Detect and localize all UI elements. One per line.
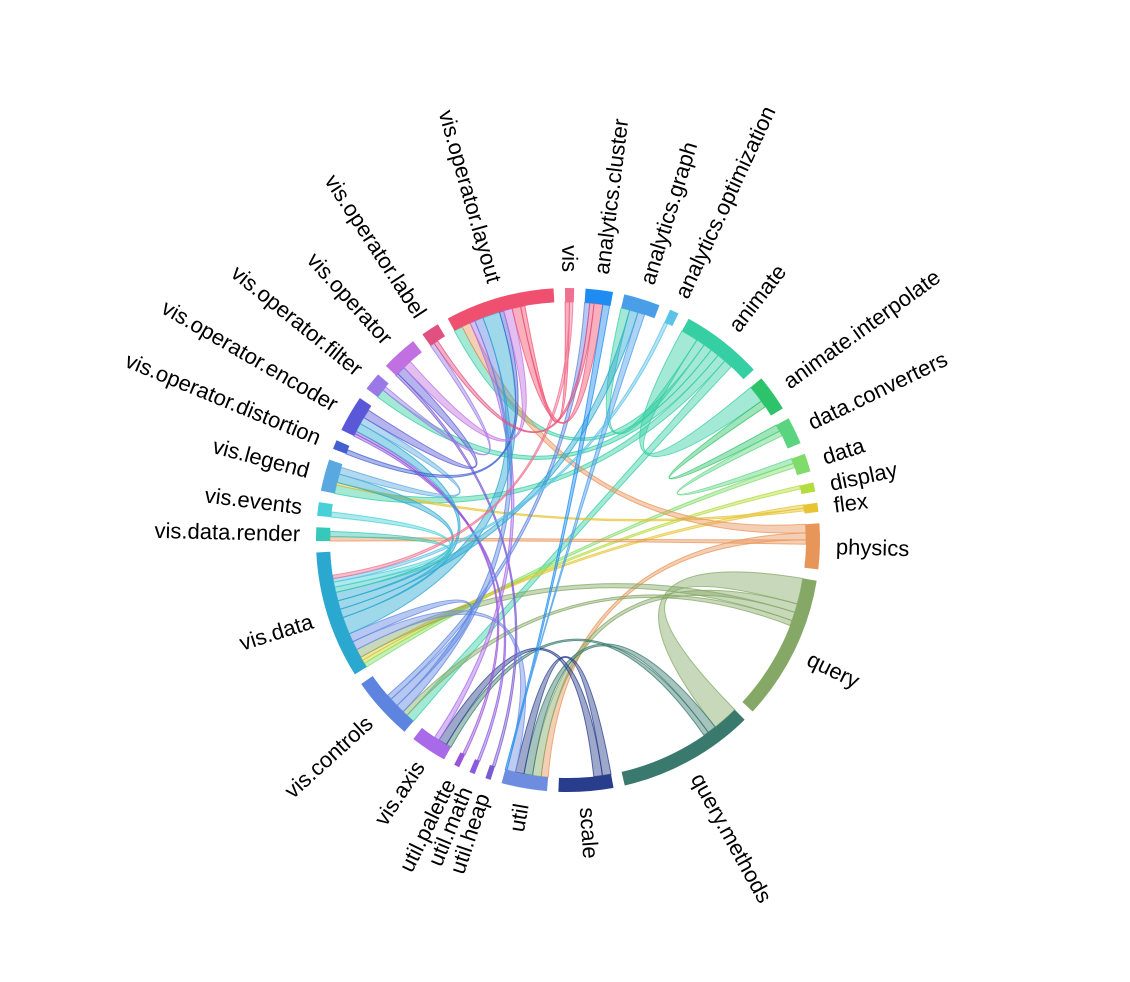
group-arc-vis-operator-encoder[interactable] [341, 397, 372, 437]
group-label-query: query [803, 647, 863, 694]
group-arc-util[interactable] [501, 769, 549, 792]
group-label-vis-controls: vis.controls [279, 711, 377, 803]
group-arc-analytics-graph[interactable] [621, 294, 660, 319]
group-arc-vis-data[interactable] [316, 551, 367, 675]
group-arc-vis-operator-filter[interactable] [366, 374, 389, 398]
group-arc-physics[interactable] [804, 523, 821, 570]
group-label-util: util [504, 802, 534, 834]
group-arc-vis-legend[interactable] [320, 459, 343, 494]
group-arc-vis-axis[interactable] [413, 727, 451, 760]
group-label-analytics-cluster: analytics.cluster [589, 117, 633, 275]
ribbon-vis-axis-to-vis-operator-layout[interactable] [433, 320, 515, 741]
group-label-vis-data: vis.data [236, 609, 317, 656]
group-arc-scale[interactable] [558, 774, 614, 792]
group-arc-vis-controls[interactable] [361, 675, 414, 732]
group-arc-query[interactable] [742, 578, 817, 712]
group-arc-animate-interpolate[interactable] [750, 378, 783, 416]
group-arc-vis[interactable] [564, 288, 575, 303]
group-arc-vis-events[interactable] [317, 502, 333, 518]
group-arc-util-palette[interactable] [454, 752, 466, 768]
group-arc-vis-operator-distortion[interactable] [333, 440, 350, 454]
ribbon-data-to-vis-data[interactable] [363, 462, 796, 668]
ribbon-util-palette-to-vis-operator-encoder[interactable] [354, 430, 500, 756]
ribbon-physics-to-vis-operator-layout[interactable] [461, 322, 807, 534]
ribbon-vis-controls-to-analytics-cluster[interactable] [386, 302, 591, 700]
ribbon-animate-to-animate-interpolate[interactable] [639, 330, 762, 457]
group-label-vis-operator-layout: vis.operator.layout [434, 107, 507, 286]
group-label-query-methods: query.methods [686, 769, 777, 907]
ribbons-layer [329, 301, 807, 778]
group-arc-analytics-optimization[interactable] [664, 309, 679, 327]
group-label-animate: animate [723, 260, 791, 337]
group-label-physics: physics [836, 534, 910, 561]
group-arc-util-math[interactable] [469, 759, 480, 775]
group-arc-flex[interactable] [803, 502, 819, 514]
ribbon-query-methods-to-vis-axis[interactable] [445, 638, 709, 748]
group-label-vis: vis [557, 245, 582, 272]
ribbon-vis-data-to-analytics-graph[interactable] [337, 309, 639, 610]
ribbon-analytics-optimization-to-vis-data[interactable] [332, 321, 669, 583]
group-arc-data[interactable] [791, 453, 811, 476]
ribbon-animate-to-vis-legend[interactable] [333, 354, 726, 504]
group-arc-analytics-cluster[interactable] [584, 288, 614, 306]
group-arc-vis-operator-layout[interactable] [447, 288, 555, 331]
ribbon-data-converters-to-data[interactable] [676, 430, 795, 496]
group-arc-vis-operator-label[interactable] [422, 324, 446, 346]
group-label-flex: flex [832, 488, 869, 517]
group-arcs-layer [316, 288, 821, 792]
group-arc-vis-operator[interactable] [385, 341, 422, 376]
ribbon-analytics-graph-to-util[interactable] [504, 311, 646, 770]
group-arc-data-converters[interactable] [776, 418, 801, 449]
ribbon-vis-operator-filter-to-vis-operator-label[interactable] [382, 342, 491, 456]
group-arc-query-methods[interactable] [621, 709, 745, 786]
ribbon-vis-data-to-vis-operator-layout[interactable] [342, 311, 517, 635]
ribbon-animate-interpolate-to-data-converters[interactable] [668, 400, 781, 480]
group-label-vis-data-render: vis.data.render [154, 518, 300, 546]
group-arc-vis-data-render[interactable] [316, 527, 331, 542]
group-label-scale: scale [575, 806, 604, 859]
group-arc-util-heap[interactable] [485, 764, 495, 780]
group-label-vis-events: vis.events [203, 482, 303, 519]
group-arc-display[interactable] [799, 482, 816, 495]
group-arc-animate[interactable] [681, 318, 754, 380]
